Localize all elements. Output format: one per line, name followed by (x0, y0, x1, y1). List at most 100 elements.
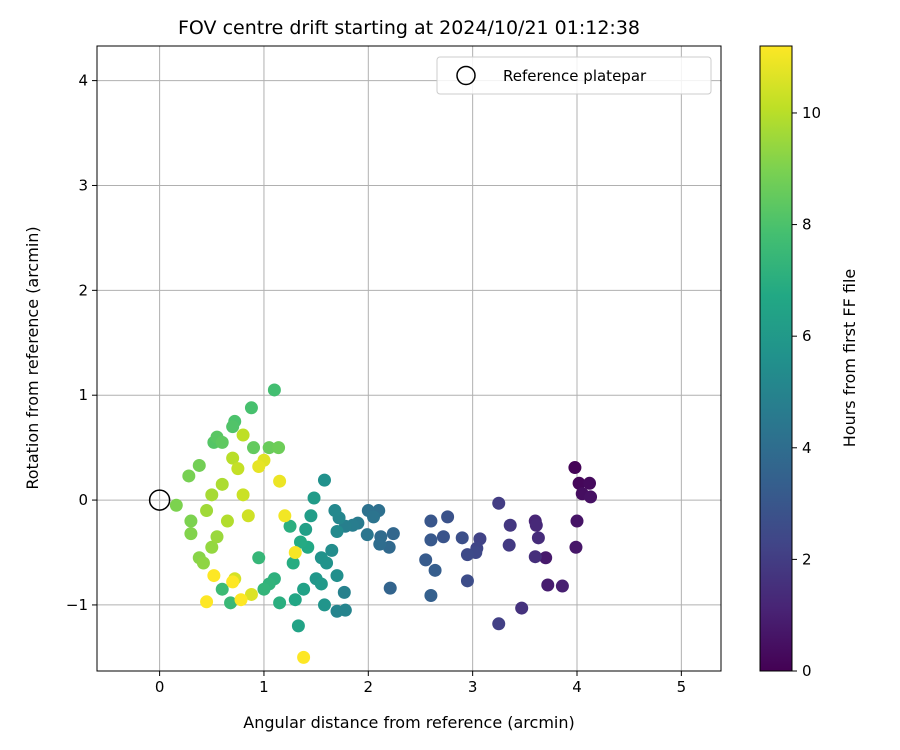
x-tick-label: 4 (572, 678, 582, 696)
data-point (241, 509, 255, 523)
x-tick-label: 5 (677, 678, 687, 696)
data-point (252, 460, 266, 474)
data-point (583, 476, 597, 490)
data-point (569, 540, 583, 554)
data-point (220, 514, 234, 528)
data-point (169, 498, 183, 512)
x-tick-label: 0 (155, 678, 165, 696)
data-point (419, 553, 433, 567)
data-point (570, 514, 584, 528)
data-point (424, 588, 438, 602)
data-points (169, 383, 598, 664)
data-point (424, 514, 438, 528)
y-axis-ticks: −1 0 1 2 3 4 (66, 72, 97, 614)
data-point (428, 563, 442, 577)
data-point (297, 650, 311, 664)
data-point (330, 604, 344, 618)
data-point (424, 533, 438, 547)
data-point (367, 510, 381, 524)
colorbar-gradient (759, 45, 793, 672)
legend-box (436, 56, 712, 95)
data-point (325, 543, 339, 557)
data-point (226, 575, 240, 589)
y-tick-label: 3 (78, 176, 88, 194)
data-point (293, 535, 307, 549)
data-point (330, 525, 344, 539)
data-point (531, 531, 545, 545)
data-point (215, 435, 229, 449)
data-point (307, 491, 321, 505)
data-point (337, 585, 351, 599)
data-point (226, 451, 240, 465)
data-point (555, 579, 569, 593)
colorbar-tick-label: 6 (802, 327, 812, 345)
data-point (278, 509, 292, 523)
data-point (182, 469, 196, 483)
data-point (252, 551, 266, 565)
y-tick-label: −1 (66, 596, 88, 614)
chart-title: FOV centre drift starting at 2024/10/21 … (178, 17, 640, 39)
data-point (568, 461, 582, 475)
legend-reference-marker (456, 65, 476, 86)
grid-lines (97, 46, 721, 671)
data-point (541, 578, 555, 592)
data-point (288, 546, 302, 560)
colorbar-tick-label: 0 (802, 662, 812, 680)
data-point (528, 550, 542, 564)
plot-frame (96, 45, 722, 672)
data-point (299, 522, 313, 536)
data-point (455, 531, 469, 545)
data-point (297, 582, 311, 596)
data-point (210, 530, 224, 544)
data-point (272, 441, 286, 455)
data-point (288, 593, 302, 607)
x-axis-ticks: 0 1 2 3 4 5 (155, 671, 686, 696)
colorbar: 0 2 4 6 8 10 Hours from first FF file (759, 45, 859, 680)
data-point (231, 462, 245, 476)
data-point (286, 556, 300, 570)
data-point (330, 569, 344, 583)
data-point (502, 538, 516, 552)
data-point (273, 474, 287, 488)
data-point (236, 488, 250, 502)
colorbar-tick-label: 8 (802, 216, 812, 234)
data-point (244, 401, 258, 415)
data-point (317, 598, 331, 612)
data-point (436, 530, 450, 544)
data-point (234, 593, 248, 607)
data-point (184, 527, 198, 541)
data-point (572, 476, 586, 490)
data-point (257, 582, 271, 596)
y-axis-label: Rotation from reference (arcmin) (23, 226, 42, 489)
x-axis-label: Angular distance from reference (arcmin) (243, 713, 574, 732)
data-point (360, 528, 374, 542)
data-point (291, 619, 305, 633)
colorbar-tick-label: 2 (802, 550, 812, 568)
x-tick-label: 2 (364, 678, 374, 696)
reference-layer (148, 489, 171, 511)
data-point (283, 519, 297, 533)
legend: Reference platepar (436, 56, 712, 95)
data-point (529, 518, 543, 532)
data-point (192, 458, 206, 472)
data-point (215, 477, 229, 491)
data-point (226, 420, 240, 434)
data-point (373, 537, 387, 551)
data-point (304, 509, 318, 523)
data-point (492, 496, 506, 510)
data-point (273, 596, 287, 610)
x-tick-label: 3 (468, 678, 478, 696)
y-tick-label: 2 (78, 281, 88, 299)
data-point (215, 582, 229, 596)
colorbar-tick-label: 4 (802, 439, 812, 457)
x-tick-label: 1 (259, 678, 269, 696)
legend-reference-label: Reference platepar (503, 67, 647, 85)
colorbar-label: Hours from first FF file (840, 269, 859, 448)
data-point (262, 441, 276, 455)
data-point (200, 504, 214, 518)
y-tick-label: 4 (78, 72, 88, 90)
data-point (236, 428, 250, 442)
data-point (244, 587, 258, 601)
data-point (224, 596, 238, 610)
